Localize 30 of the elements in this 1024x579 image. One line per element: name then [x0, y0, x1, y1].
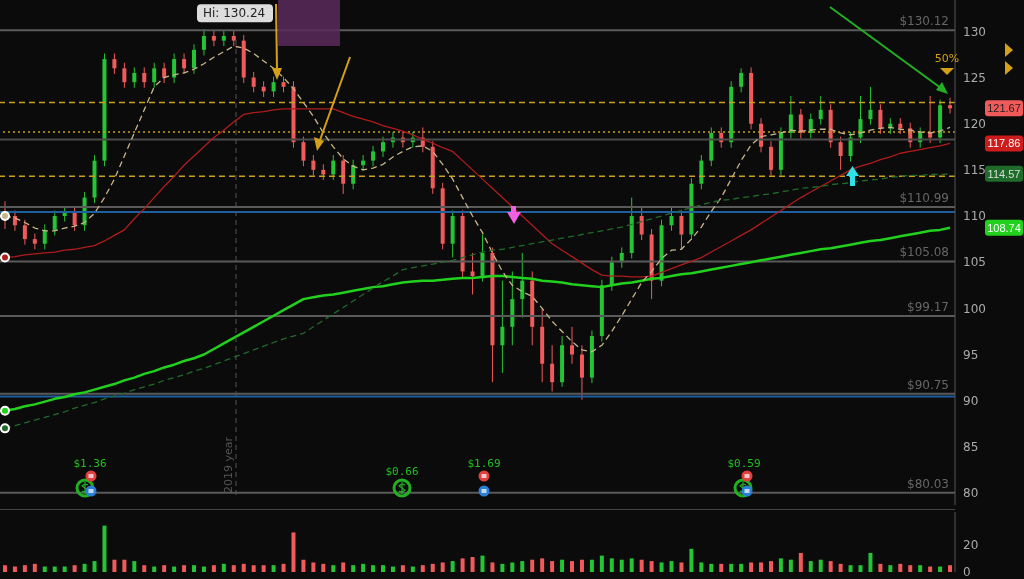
ref-line-label: $105.08	[899, 245, 949, 260]
y-tick-label: 110	[963, 209, 986, 224]
y-tick-label: 80	[963, 486, 979, 501]
y-tick-label: 115	[963, 163, 986, 178]
text: 121.67	[987, 102, 1021, 115]
y-tick-label: 105	[963, 255, 986, 270]
y-tick-label: 120	[963, 116, 986, 131]
annotation: $1.36	[73, 457, 107, 470]
text: 114.57	[987, 167, 1021, 180]
annotation: $1.69	[467, 457, 501, 470]
annotation: $0.59	[727, 457, 761, 470]
y-tick-label: 125	[963, 70, 986, 85]
y-tick-label: 0	[963, 565, 971, 579]
annotation: 2019 year	[222, 436, 235, 494]
ref-line-label: $130.12	[899, 14, 949, 29]
annotation: 50%	[934, 52, 960, 65]
text: 117.86	[987, 137, 1021, 150]
text: 108.74	[987, 221, 1021, 234]
y-tick-label: 130	[963, 24, 986, 39]
ref-line-label: $90.75	[907, 377, 949, 392]
ref-line-label: $110.99	[899, 190, 949, 205]
ref-line-label: $80.03	[907, 476, 949, 491]
y-tick-label: 20	[963, 537, 979, 552]
annotation: Hi: 130.24	[203, 6, 266, 21]
ref-line-label: $99.17	[907, 300, 949, 315]
y-tick-label: 100	[963, 301, 986, 316]
y-tick-label: 95	[963, 347, 979, 362]
y-tick-label: 90	[963, 393, 979, 408]
y-tick-label: 85	[963, 440, 979, 455]
annotation: $0.66	[385, 465, 419, 478]
